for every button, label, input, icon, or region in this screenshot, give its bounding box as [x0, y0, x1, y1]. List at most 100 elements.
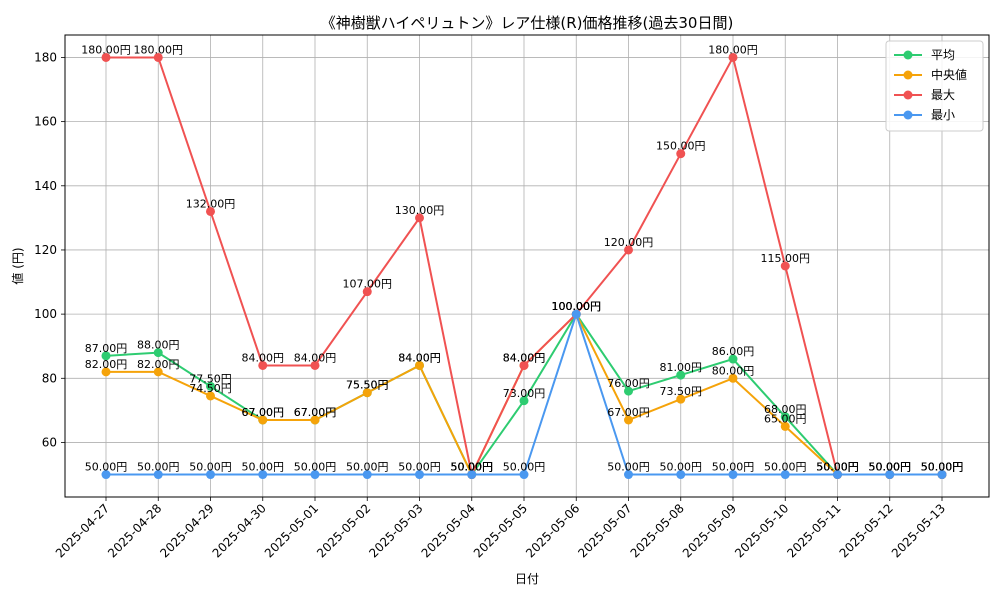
data-label: 50.00円	[816, 461, 859, 474]
data-point	[310, 470, 320, 480]
data-point	[153, 348, 163, 358]
x-tick-label: 2025-05-13	[889, 501, 948, 560]
data-label: 84.00円	[398, 351, 441, 364]
data-point	[153, 470, 163, 480]
data-label: 50.00円	[398, 461, 441, 474]
data-label: 84.00円	[503, 351, 546, 364]
data-point	[780, 421, 790, 431]
y-tick-label: 60	[42, 435, 57, 449]
data-label: 67.00円	[242, 406, 285, 419]
series-layer	[101, 52, 947, 480]
data-label: 88.00円	[137, 339, 180, 352]
data-label: 65.00円	[764, 412, 807, 425]
data-label: 50.00円	[869, 461, 912, 474]
data-point	[728, 470, 738, 480]
x-tick-label: 2025-04-28	[105, 501, 164, 560]
data-label: 50.00円	[816, 461, 859, 474]
x-tick-label: 2025-05-11	[784, 501, 843, 560]
data-point	[676, 470, 686, 480]
x-tick-label: 2025-05-09	[680, 501, 739, 560]
y-tick-label: 120	[34, 243, 57, 257]
y-tick-label: 140	[34, 179, 57, 193]
data-point	[519, 396, 529, 406]
data-label: 132.00円	[186, 197, 236, 210]
data-point	[571, 309, 581, 319]
y-axis-title: 値 (円)	[10, 247, 25, 284]
data-point	[519, 470, 529, 480]
data-point	[624, 245, 633, 255]
data-label: 84.00円	[503, 351, 546, 364]
data-label: 50.00円	[921, 461, 964, 474]
data-label: 50.00円	[921, 461, 964, 474]
data-label: 50.00円	[869, 461, 912, 474]
data-point	[676, 149, 686, 159]
legend-box	[885, 40, 984, 132]
y-tick-label: 160	[34, 115, 57, 129]
data-label: 73.50円	[660, 385, 703, 398]
data-label: 50.00円	[869, 461, 912, 474]
data-label: 50.00円	[816, 461, 859, 474]
data-point	[676, 370, 686, 380]
data-point	[362, 470, 372, 480]
x-tick-label: 2025-05-08	[628, 501, 687, 560]
x-tick-label: 2025-04-30	[210, 501, 269, 560]
data-point	[153, 367, 163, 377]
data-label: 80.00円	[712, 364, 755, 377]
data-point	[728, 373, 738, 383]
data-label: 82.00円	[137, 358, 180, 371]
x-axis-title: 日付	[515, 572, 539, 586]
legend-label: 最大	[931, 88, 955, 102]
data-point	[519, 360, 529, 370]
data-point	[101, 367, 111, 377]
plot-frame	[64, 34, 990, 498]
data-label: 50.00円	[816, 461, 859, 474]
grid	[65, 35, 989, 497]
data-label: 50.00円	[660, 461, 703, 474]
data-label: 107.00円	[343, 278, 393, 291]
data-point	[780, 261, 790, 271]
data-label: 100.00円	[552, 300, 602, 313]
data-label: 67.00円	[242, 406, 285, 419]
data-label: 50.00円	[137, 461, 180, 474]
data-point	[415, 360, 424, 370]
data-label: 82.00円	[85, 358, 128, 371]
data-label: 67.00円	[294, 406, 337, 419]
data-point	[624, 470, 633, 480]
data-point	[101, 52, 111, 62]
data-label: 100.00円	[552, 300, 602, 313]
data-point	[206, 470, 215, 480]
legend-marker	[903, 70, 913, 80]
legend-label: 平均	[931, 48, 955, 62]
x-tick-label: 2025-05-07	[575, 501, 634, 560]
data-point	[728, 52, 738, 62]
data-label: 50.00円	[921, 461, 964, 474]
x-tick-label: 2025-05-05	[471, 501, 530, 560]
data-point	[833, 470, 842, 480]
y-tick-label: 100	[34, 307, 57, 321]
data-label: 87.00円	[85, 342, 128, 355]
data-label: 50.00円	[85, 461, 128, 474]
data-point	[206, 206, 215, 216]
data-label: 76.00円	[607, 377, 650, 390]
data-label: 50.00円	[451, 461, 494, 474]
data-label: 67.00円	[294, 406, 337, 419]
data-label: 50.00円	[921, 461, 964, 474]
data-point	[101, 351, 111, 361]
data-label: 50.00円	[189, 461, 232, 474]
data-label: 50.00円	[451, 461, 494, 474]
data-label: 180.00円	[81, 43, 131, 56]
data-label: 50.00円	[869, 461, 912, 474]
data-point	[728, 354, 738, 364]
data-label: 86.00円	[712, 345, 755, 358]
data-point	[624, 415, 633, 425]
data-point	[362, 287, 372, 297]
data-label: 84.00円	[398, 351, 441, 364]
data-label: 74.50円	[189, 382, 232, 395]
legend-marker	[903, 50, 913, 60]
data-label: 50.00円	[346, 461, 389, 474]
data-label: 84.00円	[242, 351, 285, 364]
data-label: 180.00円	[708, 43, 758, 56]
data-label: 115.00円	[761, 252, 811, 265]
data-label: 50.00円	[242, 461, 285, 474]
